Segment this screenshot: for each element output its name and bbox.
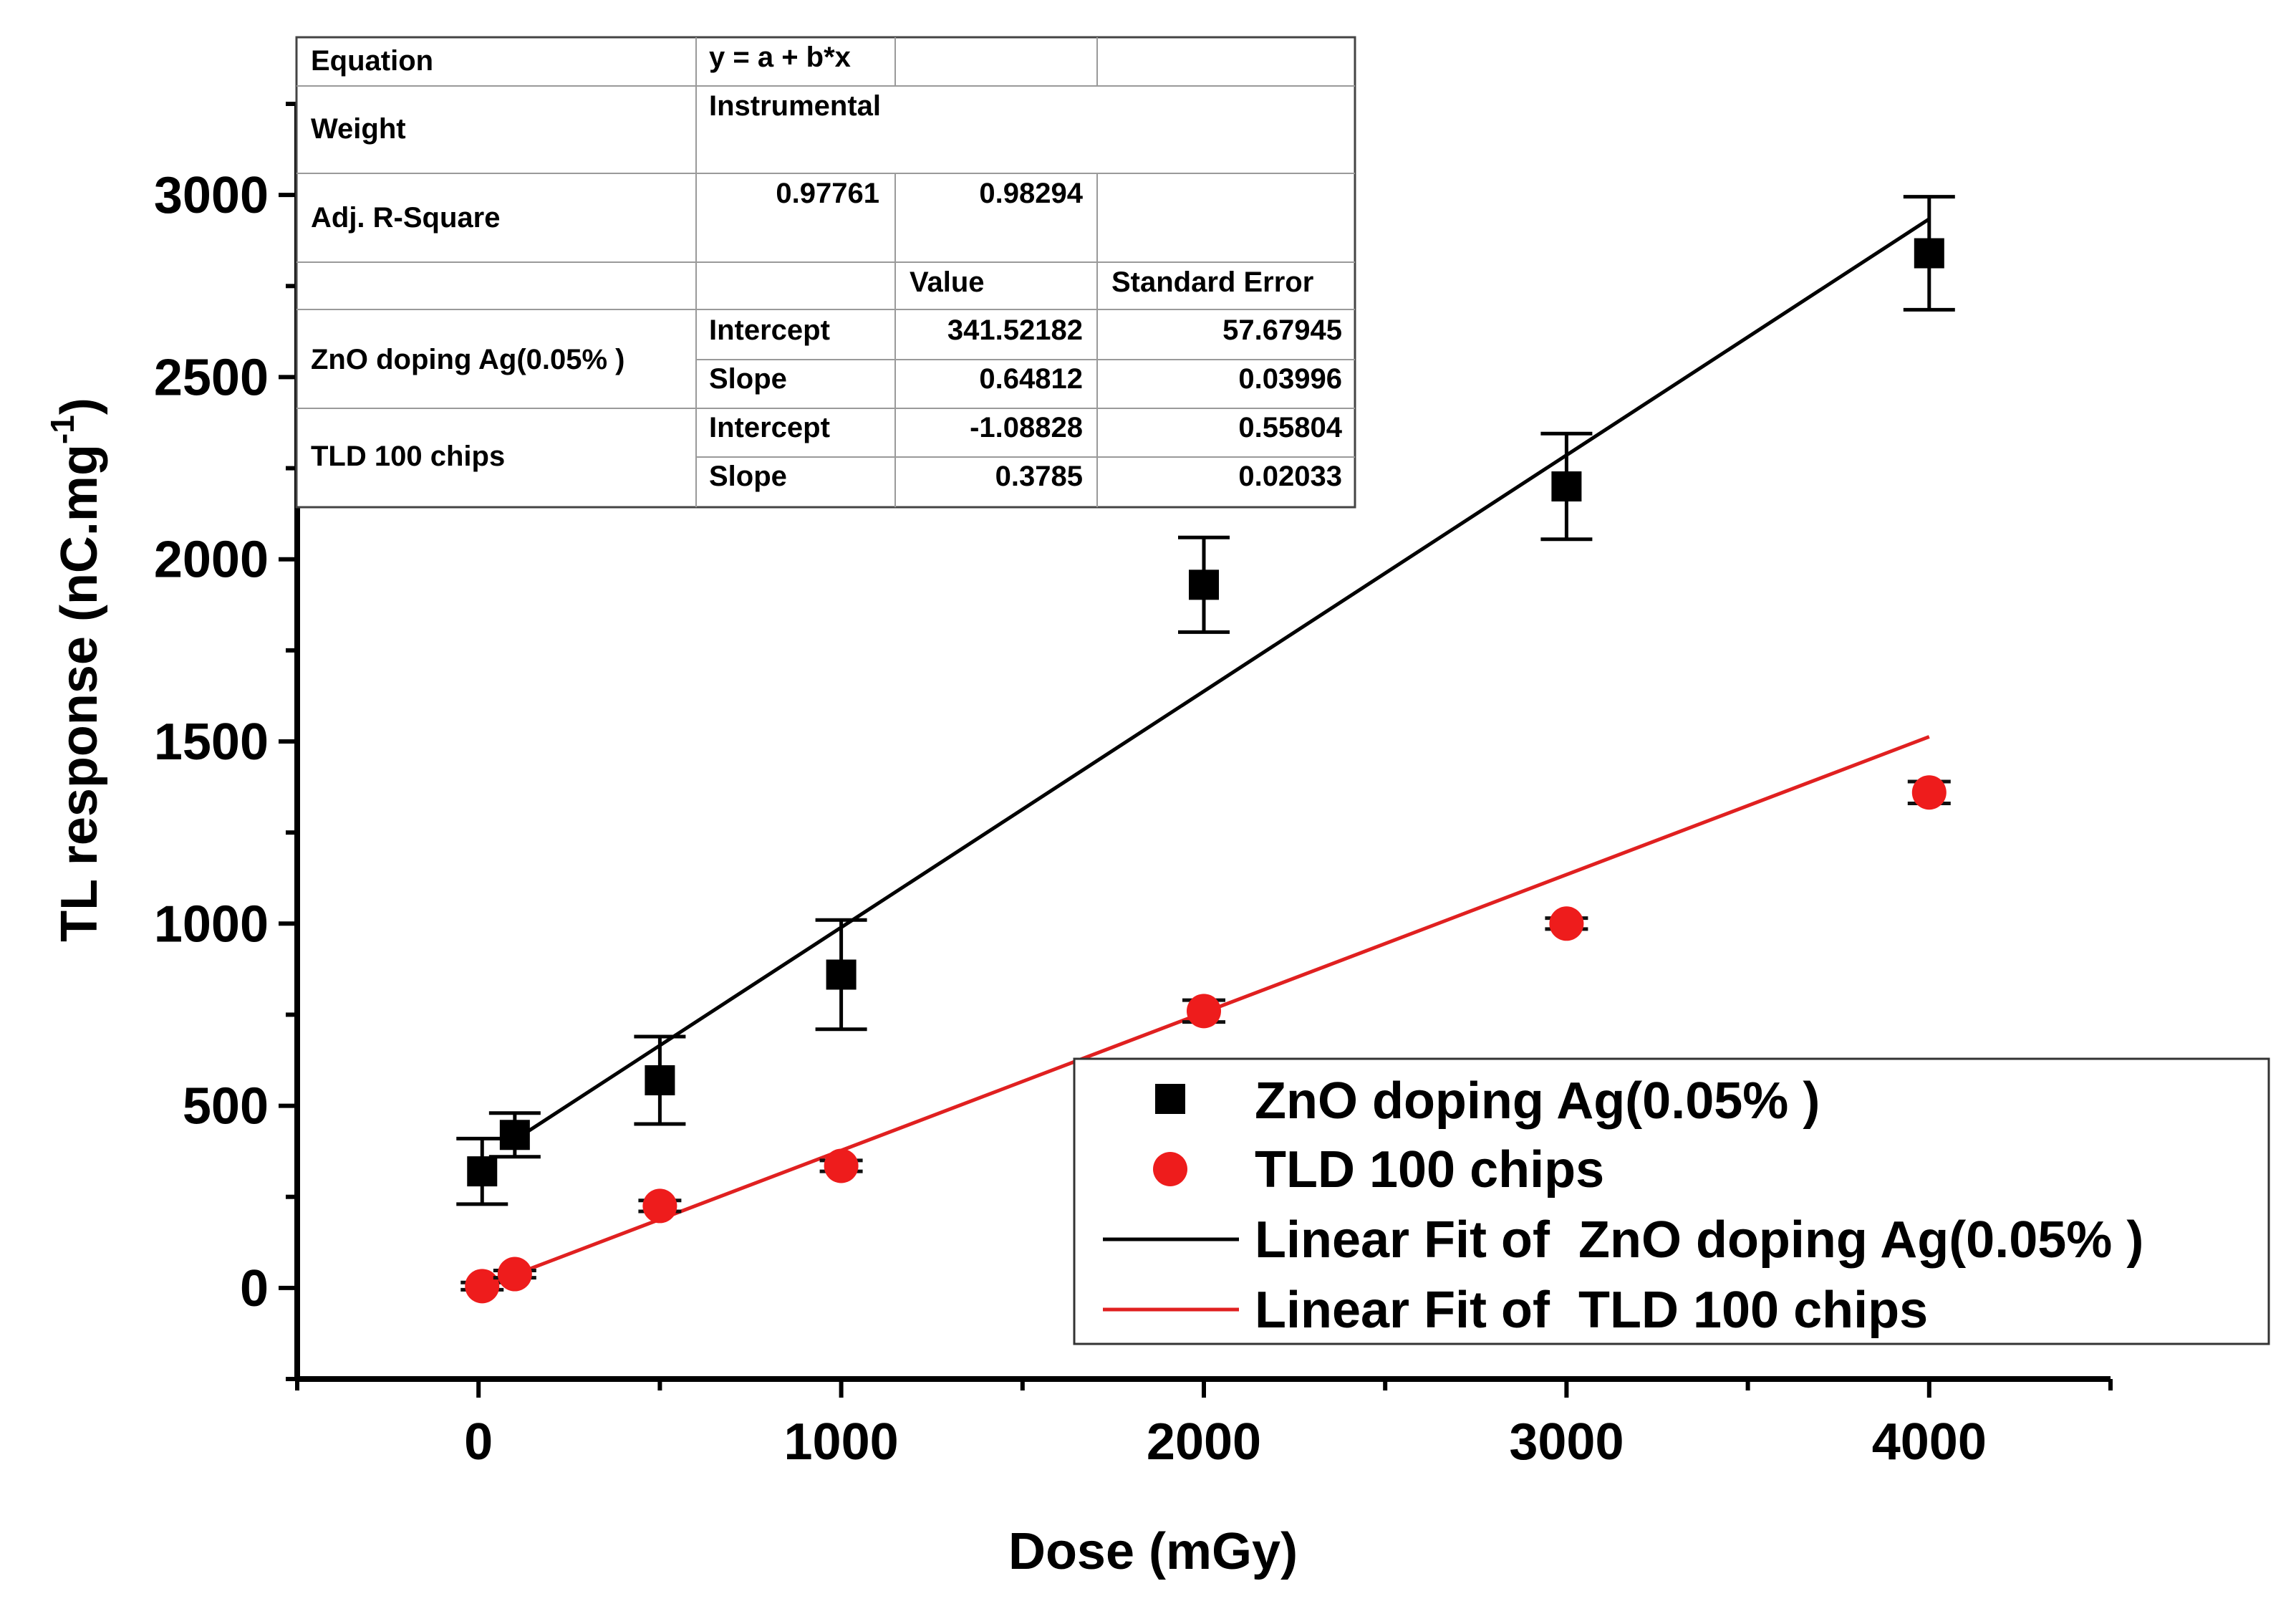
legend-marker-zno [1155,1084,1185,1114]
legend: ZnO doping Ag(0.05% ) TLD 100 chips Line… [1073,1057,2270,1345]
fit-table-zno-intercept-label: Intercept [709,314,830,346]
tld-data-point [824,1148,859,1183]
fit-table-zno-label: ZnO doping Ag(0.05% ) [311,344,625,375]
tld-data-point [1549,906,1584,941]
fit-table-zno-intercept-error: 57.67945 [1222,314,1342,346]
fit-table-value-header: Value [910,266,985,298]
fit-table: Equation y = a + b*x Weight Instrumental… [295,36,1356,509]
fit-table-weight-label: Weight [311,113,406,145]
legend-label-tld-fit: Linear Fit of TLD 100 chips [1255,1282,1928,1339]
fit-table-tld-label: TLD 100 chips [311,441,505,472]
y-axis-title-main: TL response (nC.mg [51,444,108,942]
fit-table-adjr2-zno: 0.97761 [776,178,879,209]
y-tick-label: 2000 [154,532,269,589]
tld-data-point [497,1257,532,1292]
x-tick-label: 2000 [1147,1413,1261,1471]
x-tick-label: 0 [464,1413,493,1471]
y-tick-label: 2500 [154,349,269,406]
zno-data-point [1189,570,1219,600]
y-tick-label: 1000 [154,895,269,953]
tld-data-point [465,1269,500,1304]
x-axis-title: Dose (mGy) [1008,1523,1298,1580]
legend-label-tld: TLD 100 chips [1255,1141,1604,1198]
tld-data-point [1187,994,1221,1029]
fit-table-adjr2-label: Adj. R-Square [311,202,500,234]
y-axis-title-close: ) [51,398,108,415]
legend-label-zno-fit: Linear Fit of ZnO doping Ag(0.05% ) [1255,1211,2143,1269]
zno-data-point [645,1065,675,1095]
legend-frame [1073,1057,2270,1345]
fit-table-equation-value: y = a + b*x [709,42,851,73]
fit-table-frame [295,36,1356,509]
fit-table-tld-intercept-error: 0.55804 [1238,412,1342,443]
y-tick-label: 1500 [154,714,269,771]
fit-table-zno-intercept-value: 341.52182 [947,314,1083,346]
fit-table-zno-slope-label: Slope [709,363,787,395]
fit-table-stderr-header: Standard Error [1111,266,1313,298]
zno-data-point [1914,238,1944,269]
y-axis-title-superscript: -1 [44,415,81,444]
y-axis-title: TL response (nC.mg-1) [44,398,108,942]
fit-table-zno-slope-error: 0.03996 [1238,363,1342,395]
y-tick-label: 3000 [154,167,269,224]
fit-line-zno [513,217,1931,1142]
y-tick-label: 500 [183,1078,269,1135]
fit-table-tld-intercept-label: Intercept [709,412,830,443]
fit-table-tld-slope-error: 0.02033 [1238,461,1342,492]
zno-data-point [1551,471,1582,501]
fit-table-weight-value: Instrumental [709,90,881,122]
x-tick-label: 1000 [784,1413,899,1471]
fit-table-adjr2-tld: 0.98294 [979,178,1083,209]
axes: 0 1000 2000 3000 4000 0 500 1000 1500 2000 2500 300… [154,102,2113,1471]
fit-table-zno-slope-value: 0.64812 [979,363,1083,395]
x-tick-label: 3000 [1509,1413,1624,1471]
fit-table-tld-intercept-value: -1.08828 [970,412,1083,443]
x-tick-label: 4000 [1872,1413,1987,1471]
zno-data-point [826,959,857,990]
data-marks [456,195,1955,1304]
fit-table-equation-label: Equation [311,45,433,77]
zno-data-point [467,1156,498,1187]
y-tick-label: 0 [240,1260,269,1317]
legend-marker-tld [1153,1152,1187,1186]
tld-data-point [1911,775,1947,810]
legend-label-zno: ZnO doping Ag(0.05% ) [1255,1072,1820,1130]
tld-data-point [642,1188,677,1224]
fit-table-tld-slope-value: 0.3785 [995,461,1083,492]
fit-table-grid [296,37,1355,507]
zno-data-point [499,1120,530,1150]
fit-table-tld-slope-label: Slope [709,461,787,492]
